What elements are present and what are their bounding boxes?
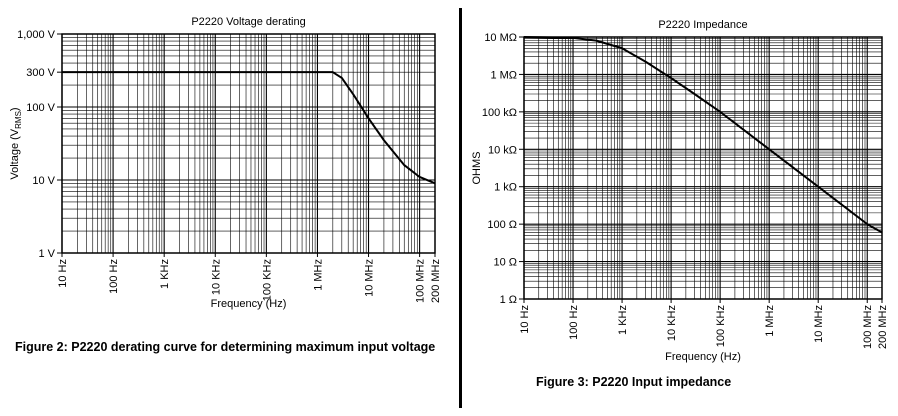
y-axis-label: OHMS: [471, 152, 483, 185]
chart-title: P2220 Impedance: [658, 19, 747, 31]
y-tick-label: 1 MΩ: [490, 69, 517, 81]
y-axis-label-subscript: RMS: [14, 111, 23, 129]
x-tick-label: 100 KHz: [715, 305, 727, 347]
x-tick-label: 10 MHz: [364, 259, 376, 297]
x-tick-label: 100 MHz: [862, 305, 874, 349]
y-axis-label-end: ): [9, 107, 21, 111]
y-tick-label: 1 kΩ: [494, 182, 517, 194]
y-tick-label: 10 MΩ: [484, 32, 517, 44]
voltage-derating-chart: P2220 Voltage derating 1 V 10 V 100 V 300 V 1…: [9, 16, 442, 310]
x-tick-label: 100 Hz: [108, 259, 120, 294]
figure-3-caption: Figure 3: P2220 Input impedance: [536, 375, 732, 389]
x-tick-label: 1 MHz: [312, 259, 324, 291]
y-tick-label: 10 Ω: [493, 257, 517, 269]
figure-2-caption: Figure 2: P2220 derating curve for deter…: [15, 340, 436, 354]
x-tick-label: 1 KHz: [617, 305, 629, 335]
x-tick-label: 100 Hz: [568, 305, 580, 340]
grid-lines: [523, 36, 883, 300]
figure-divider: [459, 8, 462, 408]
y-axis-label-text: OHMS: [471, 152, 483, 185]
x-tick-label: 1 KHz: [159, 259, 171, 289]
x-axis-label: Frequency (Hz): [211, 298, 287, 310]
y-axis-label: Voltage (VRMS): [9, 107, 23, 179]
x-tick-label: 200 MHz: [877, 305, 889, 349]
y-tick-label: 300 V: [26, 67, 55, 79]
x-tick-label: 100 KHz: [261, 259, 273, 301]
data-line-1-0: [62, 71, 436, 185]
y-tick-label: 100 kΩ: [482, 107, 517, 119]
x-tick-label: 1 MHz: [764, 305, 776, 337]
y-tick-label: 1 Ω: [500, 294, 517, 306]
plot-frame: [523, 36, 883, 300]
x-tick-label: 10 KHz: [666, 305, 678, 341]
y-tick-label: 1 V: [38, 248, 55, 260]
grid-lines: [61, 33, 436, 254]
x-tick-label: 10 MHz: [813, 305, 825, 343]
y-tick-label: 10 kΩ: [488, 144, 517, 156]
data-line-2-0: [523, 36, 883, 234]
chart-title: P2220 Voltage derating: [191, 16, 305, 28]
x-tick-label: 100 MHz: [415, 259, 427, 303]
y-tick-label: 100 V: [26, 102, 55, 114]
y-tick-label: 10 V: [32, 175, 55, 187]
y-axis-label-text: Voltage (V: [9, 128, 21, 179]
x-tick-label: 10 Hz: [519, 305, 531, 334]
x-tick-label: 10 KHz: [210, 259, 222, 295]
plot-frame: [61, 33, 436, 254]
impedance-chart: P2220 Impedance 1 Ω 10 Ω 100 Ω 1 kΩ 10 kΩ 100 …: [471, 19, 889, 363]
x-tick-label: 10 Hz: [57, 259, 69, 288]
y-tick-label: 1,000 V: [17, 29, 56, 41]
x-tick-label: 200 MHz: [430, 259, 442, 303]
x-axis-label: Frequency (Hz): [665, 351, 741, 363]
y-tick-label: 100 Ω: [487, 219, 517, 231]
